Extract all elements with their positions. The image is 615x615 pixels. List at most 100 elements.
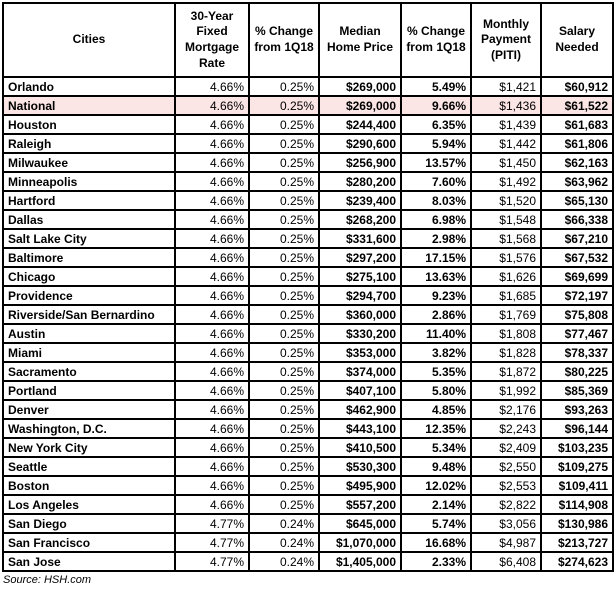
median-price-cell: $360,000 [318,304,402,325]
table-row: Baltimore 4.66% 0.25% $297,200 17.15% $1,576 $… [2,247,614,268]
col-header-price-change: % Change from 1Q18 [400,2,472,78]
median-price-cell: $407,100 [318,380,402,401]
salary-cell: $67,210 [540,228,614,249]
median-price-cell: $331,600 [318,228,402,249]
table-row: National 4.66% 0.25% $269,000 9.66% $1,436 $61… [2,95,614,116]
table-row: Austin 4.66% 0.25% $330,200 11.40% $1,808 $77,… [2,323,614,344]
rate-change-cell: 0.25% [248,380,320,401]
salary-cell: $80,225 [540,361,614,382]
salary-cell: $103,235 [540,437,614,458]
rate-cell: 4.66% [174,494,250,515]
median-price-cell: $275,100 [318,266,402,287]
table-row: Milwaukee 4.66% 0.25% $256,900 13.57% $1,450 $… [2,152,614,173]
rate-cell: 4.66% [174,304,250,325]
city-cell: Dallas [2,209,176,230]
payment-cell: $6,408 [470,551,542,572]
rate-cell: 4.66% [174,190,250,211]
payment-cell: $1,520 [470,190,542,211]
table-header: Cities 30-Year Fixed Mortgage Rate% Chang… [2,2,614,78]
rate-cell: 4.66% [174,247,250,268]
median-price-cell: $239,400 [318,190,402,211]
table-row: Riverside/San Bernardino 4.66% 0.25% $360,0… [2,304,614,325]
price-change-cell: 13.57% [400,152,472,173]
salary-cell: $93,263 [540,399,614,420]
price-change-cell: 9.23% [400,285,472,306]
median-price-cell: $244,400 [318,114,402,135]
payment-cell: $2,176 [470,399,542,420]
price-change-cell: 12.02% [400,475,472,496]
table-row: Washington, D.C. 4.66% 0.25% $443,100 12.35%… [2,418,614,439]
price-change-cell: 5.94% [400,133,472,154]
rate-change-cell: 0.25% [248,76,320,97]
city-cell: Hartford [2,190,176,211]
median-price-cell: $280,200 [318,171,402,192]
median-price-cell: $269,000 [318,95,402,116]
rate-change-cell: 0.25% [248,266,320,287]
payment-cell: $1,992 [470,380,542,401]
price-change-cell: 5.49% [400,76,472,97]
salary-cell: $65,130 [540,190,614,211]
salary-cell: $109,411 [540,475,614,496]
payment-cell: $1,436 [470,95,542,116]
price-change-cell: 9.66% [400,95,472,116]
rate-cell: 4.66% [174,418,250,439]
table-row: Dallas 4.66% 0.25% $268,200 6.98% $1,548 $66,3… [2,209,614,230]
rate-change-cell: 0.24% [248,532,320,553]
salary-cell: $63,962 [540,171,614,192]
price-change-cell: 7.60% [400,171,472,192]
rate-change-cell: 0.25% [248,323,320,344]
payment-cell: $1,872 [470,361,542,382]
payment-cell: $1,626 [470,266,542,287]
median-price-cell: $645,000 [318,513,402,534]
median-price-cell: $374,000 [318,361,402,382]
median-price-cell: $462,900 [318,399,402,420]
price-change-cell: 17.15% [400,247,472,268]
salary-cell: $114,908 [540,494,614,515]
rate-change-cell: 0.25% [248,418,320,439]
col-header-mortgage-rate: 30-Year Fixed Mortgage Rate [174,2,250,78]
rate-change-cell: 0.25% [248,475,320,496]
city-cell: Houston [2,114,176,135]
source-note: Source: HSH.com [3,574,92,586]
price-change-cell: 9.48% [400,456,472,477]
col-header-monthly-payment: Monthly Payment (PITI) [470,2,542,78]
rate-change-cell: 0.25% [248,361,320,382]
rate-cell: 4.66% [174,95,250,116]
salary-cell: $61,806 [540,133,614,154]
col-header-cities: Cities [2,2,176,78]
rate-cell: 4.66% [174,380,250,401]
rate-cell: 4.66% [174,133,250,154]
rate-cell: 4.66% [174,342,250,363]
table-row: New York City 4.66% 0.25% $410,500 5.34% $2,4… [2,437,614,458]
salary-cell: $96,144 [540,418,614,439]
salary-cell: $78,337 [540,342,614,363]
payment-cell: $1,769 [470,304,542,325]
table-row: Sacramento 4.66% 0.25% $374,000 5.35% $1,872 $… [2,361,614,382]
city-cell: Salt Lake City [2,228,176,249]
median-price-cell: $1,405,000 [318,551,402,572]
rate-cell: 4.66% [174,209,250,230]
rate-cell: 4.77% [174,532,250,553]
median-price-cell: $256,900 [318,152,402,173]
price-change-cell: 2.86% [400,304,472,325]
price-change-cell: 5.80% [400,380,472,401]
city-cell: Milwaukee [2,152,176,173]
payment-cell: $2,553 [470,475,542,496]
salary-cell: $213,727 [540,532,614,553]
rate-change-cell: 0.25% [248,209,320,230]
col-header-salary-needed: Salary Needed [540,2,614,78]
col-header-rate-change: % Change from 1Q18 [248,2,320,78]
price-change-cell: 3.82% [400,342,472,363]
payment-cell: $1,450 [470,152,542,173]
table-row: Houston 4.66% 0.25% $244,400 6.35% $1,439 $61,… [2,114,614,135]
median-price-cell: $443,100 [318,418,402,439]
rate-change-cell: 0.25% [248,171,320,192]
rate-cell: 4.77% [174,513,250,534]
median-price-cell: $353,000 [318,342,402,363]
price-change-cell: 2.33% [400,551,472,572]
price-change-cell: 2.14% [400,494,472,515]
rate-cell: 4.66% [174,171,250,192]
city-cell: Baltimore [2,247,176,268]
rate-change-cell: 0.25% [248,190,320,211]
median-price-cell: $297,200 [318,247,402,268]
